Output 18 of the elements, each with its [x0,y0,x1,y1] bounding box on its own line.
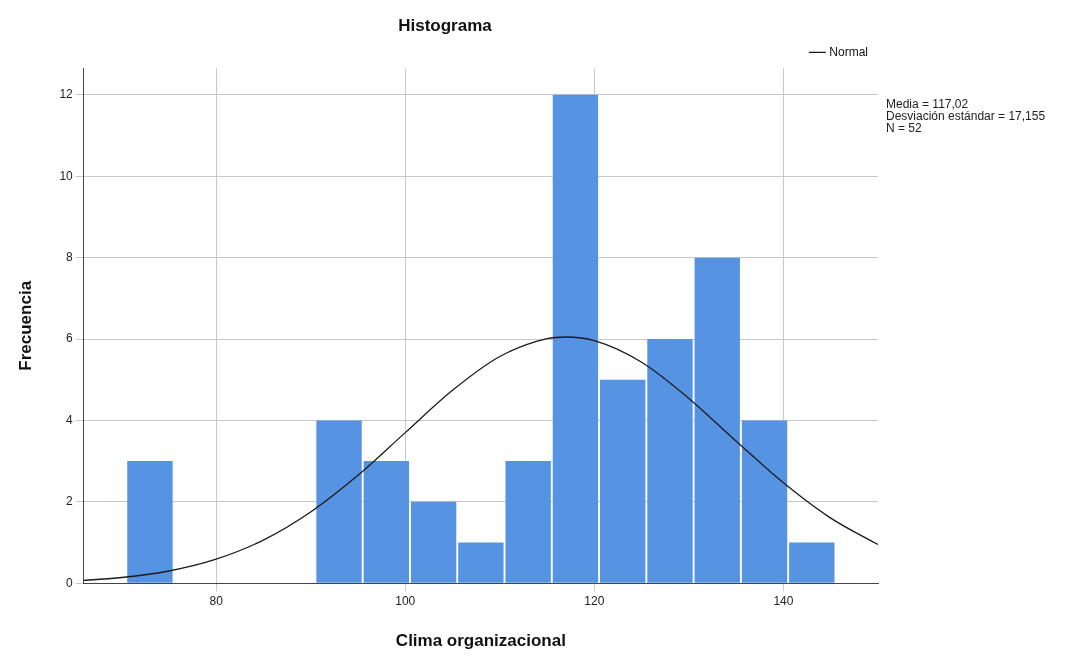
y-tick-label: 6 [66,331,74,346]
legend-label: Normal [829,44,868,59]
x-tick-label: 120 [584,593,605,608]
y-axis-title: Frecuencia [15,280,35,371]
text: Desviación estándar = 17,155 [886,108,1046,123]
text: Media = 117,02 [886,96,969,111]
x-tick-label: 100 [395,593,416,608]
y-tick-label: 2 [66,494,74,509]
y-tick-label: 4 [66,412,74,427]
x-tick-label: 80 [209,593,224,608]
text: N = 52 [886,120,923,135]
x-tick-label: 140 [773,593,794,608]
y-tick-label: 12 [59,87,74,102]
chart-title: Histograma [398,15,493,35]
y-tick-label: 10 [59,168,74,183]
y-tick-label: 8 [66,249,74,264]
y-tick-label: 0 [66,575,74,590]
x-axis-title: Clima organizacional [395,631,566,651]
